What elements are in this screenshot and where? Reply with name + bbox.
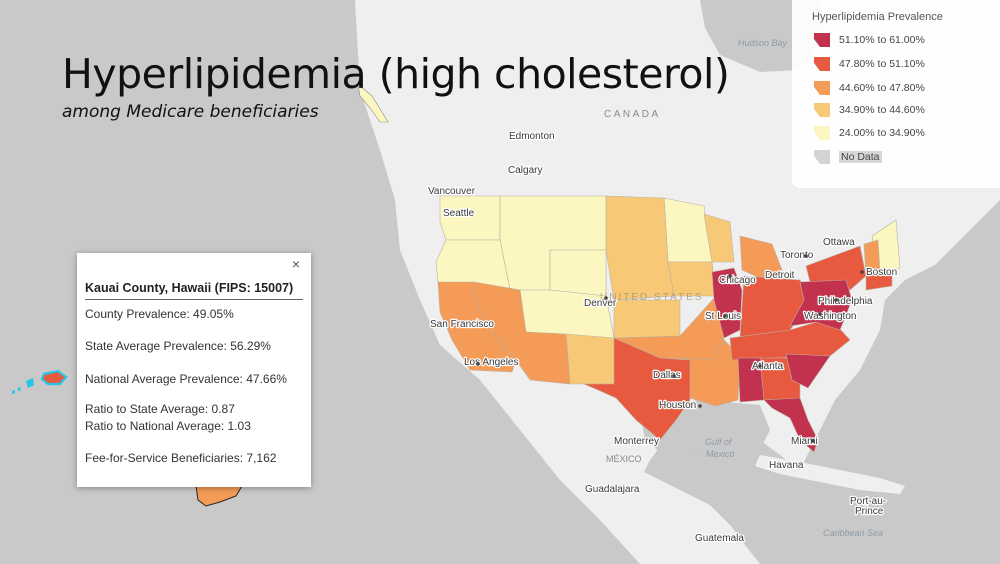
guatemala-label: Guatemala — [695, 533, 744, 544]
havana-label: Havana — [769, 460, 804, 471]
legend-swatch-icon — [814, 33, 830, 47]
houston-label: Houston — [659, 400, 696, 411]
state-wyoming[interactable] — [549, 249, 607, 297]
caribbean-islands — [755, 455, 905, 494]
state-michigan[interactable] — [739, 235, 783, 279]
united-states-label: UNITED STATES — [600, 292, 703, 303]
canada-label: CANADA — [604, 109, 661, 120]
port-au-label: Port-au- — [850, 496, 886, 507]
page-subtitle: among Medicare beneficiaries — [62, 102, 319, 122]
legend-title: Hyperlipidemia Prevalence — [812, 11, 943, 23]
city-dots — [476, 254, 864, 443]
washington-label: Washington — [804, 311, 856, 322]
legend-item: No Data — [814, 149, 882, 165]
dallas-label: Dallas — [653, 370, 681, 381]
ffs-beneficiaries: Fee-for-Service Beneficiaries: 7,162 — [85, 451, 277, 465]
legend-label: 34.90% to 44.60% — [839, 104, 925, 116]
denver-label: Denver — [584, 298, 617, 309]
legend-swatch-icon — [814, 81, 830, 95]
philadelphia-label: Philadelphia — [818, 296, 873, 307]
los-angeles-label: Los Angeles — [464, 357, 519, 368]
county-info-popup: × Kauai County, Hawaii (FIPS: 15007) Cou… — [77, 253, 311, 487]
legend-label: 24.00% to 34.90% — [839, 127, 925, 139]
us-states[interactable] — [435, 195, 901, 453]
caribbean-sea-label: Caribbean Sea — [823, 528, 883, 538]
page-title: Hyperlipidemia (high cholesterol) — [62, 50, 730, 98]
legend-swatch-icon — [814, 103, 830, 117]
hawaii-niihau — [26, 378, 34, 388]
ratio-to-state: Ratio to State Average: 0.87 — [85, 402, 235, 416]
san-francisco-label: San Francisco — [430, 319, 494, 330]
legend-item: 47.80% to 51.10% — [814, 56, 925, 72]
legend-item: 24.00% to 34.90% — [814, 125, 925, 141]
vancouver-label: Vancouver — [428, 186, 476, 197]
state-iowa[interactable] — [667, 261, 717, 297]
legend-swatch-icon — [814, 150, 830, 164]
ottawa-label: Ottawa — [823, 237, 855, 248]
central-america — [640, 470, 760, 564]
state-florida[interactable] — [763, 397, 819, 453]
ratio-to-national: Ratio to National Average: 1.03 — [85, 419, 251, 433]
guadalajara-label: Guadalajara — [585, 484, 640, 495]
title-block: Hyperlipidemia (high cholesterol) among … — [62, 48, 730, 122]
edmonton-label: Edmonton — [509, 131, 555, 142]
state-new-mexico[interactable] — [565, 333, 615, 385]
legend-swatch-icon — [814, 126, 830, 140]
state-pennsylvania-dc[interactable] — [789, 279, 853, 331]
mexico-country-label: MÉXICO — [606, 454, 642, 464]
state-california[interactable] — [437, 281, 517, 373]
boston-label: Boston — [866, 267, 897, 278]
state-average-prevalence: State Average Prevalence: 56.29% — [85, 339, 271, 353]
detroit-label: Detroit — [765, 270, 795, 281]
national-average-prevalence: National Average Prevalence: 47.66% — [85, 372, 287, 386]
state-illinois[interactable] — [711, 267, 743, 339]
calgary-label: Calgary — [508, 165, 542, 176]
chicago-label: Chicago — [719, 275, 756, 286]
legend-item: 34.90% to 44.60% — [814, 102, 925, 118]
monterrey-label: Monterrey — [614, 436, 659, 447]
close-icon[interactable]: × — [291, 256, 300, 272]
legend-label: 47.80% to 51.10% — [839, 58, 925, 70]
prince-label: Prince — [855, 506, 884, 517]
atlanta-label: Atlanta — [752, 361, 784, 372]
hawaii-small-islands — [12, 387, 21, 394]
state-new-hampshire[interactable] — [863, 239, 881, 277]
state-kansas[interactable] — [613, 299, 681, 339]
popup-header: Kauai County, Hawaii (FIPS: 15007) — [85, 281, 294, 295]
legend-label: 51.10% to 61.00% — [839, 34, 925, 46]
state-wisconsin[interactable] — [703, 213, 735, 263]
legend-item: 51.10% to 61.00% — [814, 32, 925, 48]
popup-divider — [85, 299, 303, 300]
hudson-bay-label: Hudson Bay — [738, 38, 788, 48]
st-louis-label: St Louis — [705, 311, 741, 322]
toronto-label: Toronto — [780, 250, 814, 261]
gulf-of-label: Gulf of — [705, 437, 733, 447]
legend-label: 44.60% to 47.80% — [839, 82, 925, 94]
legend-item: 44.60% to 47.80% — [814, 80, 925, 96]
legend-label: No Data — [839, 151, 882, 163]
mexico-water-label: Mexico — [706, 449, 735, 459]
bc-coast-data — [357, 83, 389, 123]
state-dakotas-nebraska[interactable] — [605, 195, 675, 301]
county-prevalence: County Prevalence: 49.05% — [85, 307, 234, 321]
miami-label: Miami — [791, 436, 818, 447]
legend-panel: Hyperlipidemia Prevalence 51.10% to 61.0… — [792, 0, 1000, 188]
state-south-carolina[interactable] — [785, 353, 831, 389]
hawaii-kauai-highlight[interactable] — [40, 369, 68, 386]
state-massachusetts[interactable] — [865, 269, 893, 291]
seattle-label: Seattle — [443, 208, 475, 219]
state-texas[interactable] — [583, 337, 691, 441]
legend-swatch-icon — [814, 57, 830, 71]
